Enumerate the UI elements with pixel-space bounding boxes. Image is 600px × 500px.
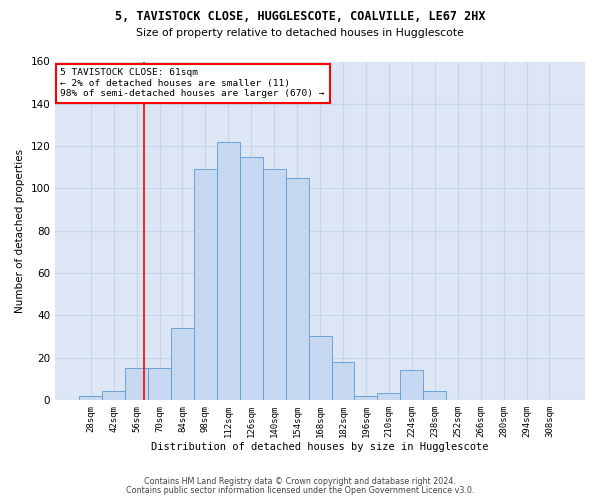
Text: Contains public sector information licensed under the Open Government Licence v3: Contains public sector information licen… <box>126 486 474 495</box>
Bar <box>79 396 102 400</box>
Bar <box>125 368 148 400</box>
Bar <box>171 328 194 400</box>
Bar <box>308 336 332 400</box>
Y-axis label: Number of detached properties: Number of detached properties <box>15 148 25 312</box>
Text: 5 TAVISTOCK CLOSE: 61sqm
← 2% of detached houses are smaller (11)
98% of semi-de: 5 TAVISTOCK CLOSE: 61sqm ← 2% of detache… <box>61 68 325 98</box>
Text: Contains HM Land Registry data © Crown copyright and database right 2024.: Contains HM Land Registry data © Crown c… <box>144 477 456 486</box>
Text: Size of property relative to detached houses in Hugglescote: Size of property relative to detached ho… <box>136 28 464 38</box>
Bar <box>400 370 423 400</box>
X-axis label: Distribution of detached houses by size in Hugglescote: Distribution of detached houses by size … <box>151 442 489 452</box>
Bar <box>194 170 217 400</box>
Text: 5, TAVISTOCK CLOSE, HUGGLESCOTE, COALVILLE, LE67 2HX: 5, TAVISTOCK CLOSE, HUGGLESCOTE, COALVIL… <box>115 10 485 23</box>
Bar <box>377 394 400 400</box>
Bar <box>332 362 355 400</box>
Bar <box>355 396 377 400</box>
Bar <box>240 156 263 400</box>
Bar <box>148 368 171 400</box>
Bar <box>423 392 446 400</box>
Bar <box>263 170 286 400</box>
Bar <box>217 142 240 400</box>
Bar <box>102 392 125 400</box>
Bar <box>286 178 308 400</box>
